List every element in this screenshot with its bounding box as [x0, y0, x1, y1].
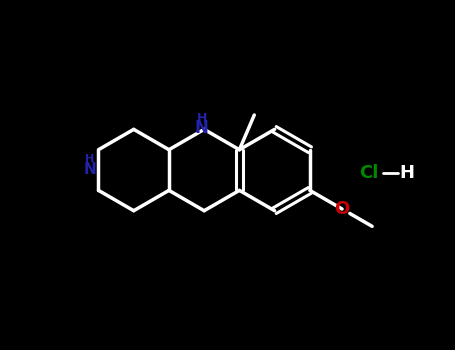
Text: H: H [197, 112, 207, 125]
Text: N: N [83, 162, 96, 176]
Text: N: N [195, 119, 209, 137]
Text: H: H [399, 163, 415, 182]
Text: H: H [85, 154, 94, 164]
Text: O: O [334, 200, 350, 218]
Text: Cl: Cl [359, 163, 378, 182]
